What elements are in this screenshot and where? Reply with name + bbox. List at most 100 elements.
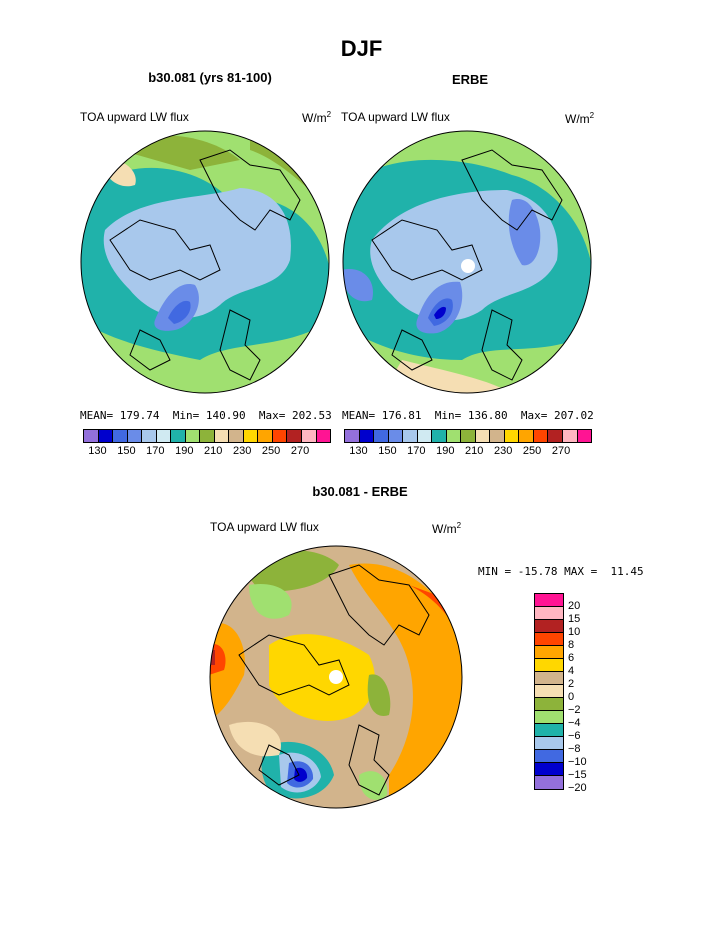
colorbar-swatch xyxy=(417,430,433,442)
colorbar-swatch xyxy=(461,430,476,442)
colorbar-tick-label: 250 xyxy=(261,445,281,457)
colorbar-swatch xyxy=(229,430,244,442)
diff-colorbar-ticks: 20 15 10 8 6 4 2 0 −2 −4 −6 −8 −10 −15 −20 xyxy=(568,593,618,803)
diff-colorbar-swatch xyxy=(535,633,563,646)
colorbar-swatch xyxy=(214,430,230,442)
diff-panel-units: W/m2 xyxy=(432,521,462,536)
diff-colorbar-tick-label: −6 xyxy=(568,730,581,742)
diff-colorbar-swatch xyxy=(535,776,563,789)
panel-2-map xyxy=(342,130,592,394)
diff-colorbar-swatch xyxy=(535,724,563,737)
colorbar-swatch xyxy=(171,430,186,442)
panel-2-mean: MEAN= 176.81 xyxy=(342,409,422,422)
colorbar-swatch xyxy=(475,430,491,442)
colorbar-tick-label: 190 xyxy=(436,445,455,457)
diff-colorbar-swatch xyxy=(535,607,563,620)
panel-2-colorbar xyxy=(344,429,592,443)
colorbar-swatch xyxy=(200,430,215,442)
diff-colorbar-swatch xyxy=(535,737,563,750)
colorbar-tick-label: 270 xyxy=(290,445,310,457)
colorbar-swatch xyxy=(258,430,273,442)
diff-colorbar-tick-label: 6 xyxy=(568,652,575,664)
page-title: DJF xyxy=(340,36,383,61)
diff-colorbar-tick-label: 4 xyxy=(568,665,575,677)
colorbar-swatch xyxy=(113,430,128,442)
panel-2-field-label: TOA upward LW flux xyxy=(341,110,450,124)
colorbar-tick-label: 190 xyxy=(175,445,194,457)
diff-panel-field-label: TOA upward LW flux xyxy=(210,520,319,534)
panel-1-mean: MEAN= 179.74 xyxy=(80,409,160,422)
colorbar-swatch xyxy=(577,430,592,442)
colorbar-swatch xyxy=(287,430,302,442)
colorbar-swatch xyxy=(490,430,505,442)
colorbar-swatch xyxy=(504,430,520,442)
diff-colorbar-tick-label: −10 xyxy=(568,756,587,768)
colorbar-swatch xyxy=(403,430,418,442)
panel-1-map xyxy=(80,130,330,394)
panel-1-field-label: TOA upward LW flux xyxy=(80,110,189,124)
diff-colorbar-tick-label: −15 xyxy=(568,769,587,781)
diff-panel-title: b30.081 - ERBE xyxy=(312,484,408,499)
colorbar-swatch xyxy=(533,430,549,442)
panel-2-max: Max= 207.02 xyxy=(520,409,594,422)
diff-colorbar-tick-label: 10 xyxy=(568,626,581,638)
colorbar-swatch xyxy=(316,430,331,442)
colorbar-tick-label: 230 xyxy=(232,445,252,457)
diff-panel-minmax: MIN = -15.78 MAX = 11.45 xyxy=(478,565,644,578)
colorbar-swatch xyxy=(432,430,447,442)
colorbar-swatch xyxy=(301,430,317,442)
panel-1-title: b30.081 (yrs 81-100) xyxy=(148,70,272,85)
diff-colorbar-swatch xyxy=(535,698,563,711)
panel-1-units: W/m2 xyxy=(302,110,332,125)
diff-colorbar xyxy=(534,593,564,790)
colorbar-swatch xyxy=(519,430,534,442)
colorbar-tick-label: 270 xyxy=(551,445,571,457)
diff-colorbar-tick-label: 15 xyxy=(568,613,581,625)
diff-colorbar-swatch xyxy=(535,685,563,698)
colorbar-tick-label: 170 xyxy=(146,445,165,457)
colorbar-swatch xyxy=(345,430,360,442)
diff-colorbar-swatch xyxy=(535,763,563,776)
panel-2-units: W/m2 xyxy=(565,111,595,126)
colorbar-tick-label: 130 xyxy=(349,445,368,457)
diff-colorbar-tick-label: −4 xyxy=(568,717,581,729)
diff-colorbar-tick-label: −2 xyxy=(568,704,581,716)
colorbar-swatch xyxy=(243,430,259,442)
colorbar-tick-label: 210 xyxy=(465,445,484,457)
colorbar-swatch xyxy=(156,430,172,442)
panel-2-stats: MEAN= 176.81 Min= 136.80 Max= 207.02 xyxy=(342,409,612,422)
panel-1-min: Min= 140.90 xyxy=(172,409,246,422)
colorbar-swatch xyxy=(562,430,578,442)
colorbar-tick-label: 230 xyxy=(493,445,513,457)
diff-panel-map xyxy=(209,545,463,809)
diff-colorbar-tick-label: −20 xyxy=(568,782,587,794)
colorbar-swatch xyxy=(127,430,143,442)
colorbar-tick-label: 170 xyxy=(407,445,426,457)
colorbar-swatch xyxy=(98,430,114,442)
panel-1-stats: MEAN= 179.74 Min= 140.90 Max= 202.53 xyxy=(80,409,340,422)
diff-colorbar-tick-label: −8 xyxy=(568,743,581,755)
diff-colorbar-tick-label: 20 xyxy=(568,600,581,612)
panel-1-colorbar xyxy=(83,429,331,443)
colorbar-tick-label: 150 xyxy=(378,445,397,457)
colorbar-tick-label: 150 xyxy=(117,445,136,457)
colorbar-swatch xyxy=(388,430,404,442)
diff-colorbar-tick-label: 8 xyxy=(568,639,575,651)
diff-colorbar-swatch xyxy=(535,620,563,633)
colorbar-tick-label: 130 xyxy=(88,445,107,457)
panel-1-max: Max= 202.53 xyxy=(258,409,332,422)
colorbar-swatch xyxy=(446,430,462,442)
colorbar-tick-label: 210 xyxy=(204,445,223,457)
diff-colorbar-swatch xyxy=(535,594,563,607)
colorbar-swatch xyxy=(272,430,288,442)
diff-colorbar-tick-label: 2 xyxy=(568,678,575,690)
colorbar-swatch xyxy=(374,430,389,442)
colorbar-swatch xyxy=(548,430,563,442)
colorbar-swatch xyxy=(142,430,157,442)
diff-colorbar-swatch xyxy=(535,750,563,763)
diff-colorbar-swatch xyxy=(535,672,563,685)
diff-colorbar-tick-label: 0 xyxy=(568,691,575,703)
colorbar-swatch xyxy=(185,430,201,442)
diff-colorbar-swatch xyxy=(535,711,563,724)
diff-colorbar-swatch xyxy=(535,659,563,672)
